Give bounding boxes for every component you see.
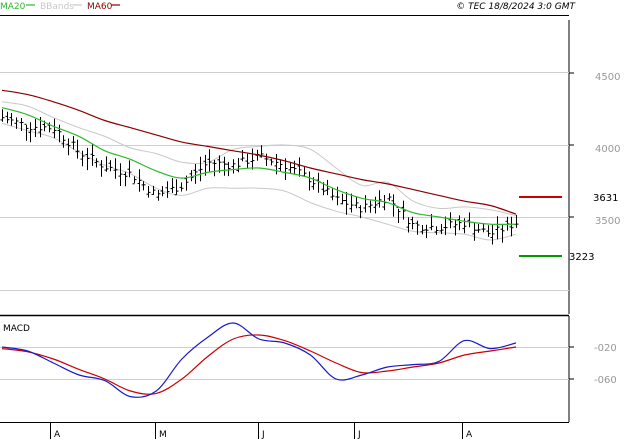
x-month-label: J bbox=[357, 430, 361, 440]
price-marker-label: 3631 bbox=[593, 193, 618, 204]
legend-ma60-label: MA60 bbox=[87, 2, 113, 12]
bb-upper-line bbox=[1, 101, 517, 217]
price-y-tick-label: 3500 bbox=[595, 216, 620, 227]
axis-ticks: 4500 4000 3500 -020 -060 A M J J A bbox=[50, 72, 620, 440]
bollinger-bands bbox=[1, 101, 517, 241]
macd-line bbox=[1, 322, 517, 398]
x-month-label: M bbox=[159, 430, 167, 440]
price-markers: 3631 3223 bbox=[519, 193, 618, 263]
ma60-line bbox=[1, 89, 517, 215]
price-y-tick-label: 4000 bbox=[595, 144, 620, 155]
macd-title: MACD bbox=[3, 324, 30, 334]
price-y-tick-label: 4500 bbox=[595, 72, 620, 83]
legend-ma20-label: MA20 bbox=[0, 2, 26, 12]
ma20-line bbox=[1, 107, 517, 226]
x-month-label: J bbox=[261, 430, 265, 440]
macd-signal-line bbox=[1, 334, 517, 395]
price-bars bbox=[0, 109, 519, 245]
macd-lines bbox=[1, 322, 517, 398]
x-month-label: A bbox=[54, 430, 61, 440]
copyright-text: © TEC 18/8/2024 3:0 GMT bbox=[456, 2, 576, 12]
legend: MA20 BBands MA60 bbox=[0, 2, 120, 12]
moving-averages bbox=[1, 89, 517, 226]
price-marker-label: 3223 bbox=[569, 252, 594, 263]
macd-y-tick-label: -060 bbox=[594, 375, 617, 386]
macd-y-tick-label: -020 bbox=[594, 343, 617, 354]
x-month-label: A bbox=[466, 430, 473, 440]
bb-lower-line bbox=[1, 122, 517, 241]
legend-bbands-label: BBands bbox=[40, 2, 74, 12]
